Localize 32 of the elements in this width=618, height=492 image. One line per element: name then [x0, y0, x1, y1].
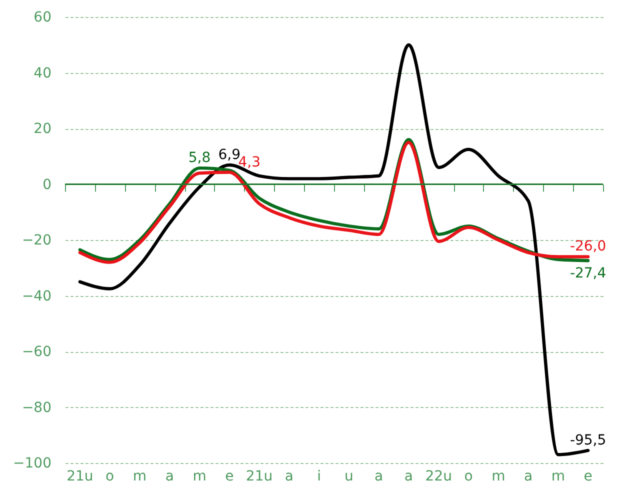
- x-tick-label: e: [225, 468, 234, 484]
- y-tick-label: 20: [34, 121, 52, 137]
- x-tick-label: a: [404, 468, 414, 484]
- data-label: -27,4: [570, 266, 606, 282]
- y-tick-label: −80: [22, 400, 52, 416]
- y-tick-label: −60: [22, 344, 52, 360]
- y-tick-label: 60: [34, 10, 52, 26]
- y-tick-label: −20: [22, 232, 52, 248]
- x-tick-label: a: [165, 468, 174, 484]
- x-tick-label: m: [551, 468, 565, 484]
- x-tick-label: a: [374, 468, 384, 484]
- x-tick-label: m: [132, 468, 147, 484]
- y-tick-label: −100: [13, 456, 52, 472]
- x-tick-label: 21u: [246, 468, 273, 484]
- data-label: -26,0: [570, 238, 606, 255]
- data-label: -95,5: [570, 432, 606, 448]
- x-tick-label: 22u: [425, 468, 452, 484]
- x-tick-label: a: [524, 468, 533, 484]
- x-tick-label: o: [106, 468, 114, 484]
- x-tick-label: i: [317, 468, 321, 484]
- x-tick-label: e: [584, 468, 592, 484]
- x-tick-label: 21u: [66, 468, 94, 484]
- x-tick-label: m: [192, 468, 206, 484]
- data-label: 5,8: [188, 150, 211, 166]
- y-tick-label: 40: [34, 65, 52, 82]
- data-label: 4,3: [238, 154, 261, 170]
- x-tick-label: a: [284, 468, 294, 484]
- x-tick-label: u: [344, 468, 354, 484]
- x-tick-label: o: [464, 468, 473, 484]
- x-tick-label: m: [492, 468, 506, 484]
- y-tick-label: −40: [22, 288, 52, 304]
- y-tick-label: 0: [42, 176, 52, 193]
